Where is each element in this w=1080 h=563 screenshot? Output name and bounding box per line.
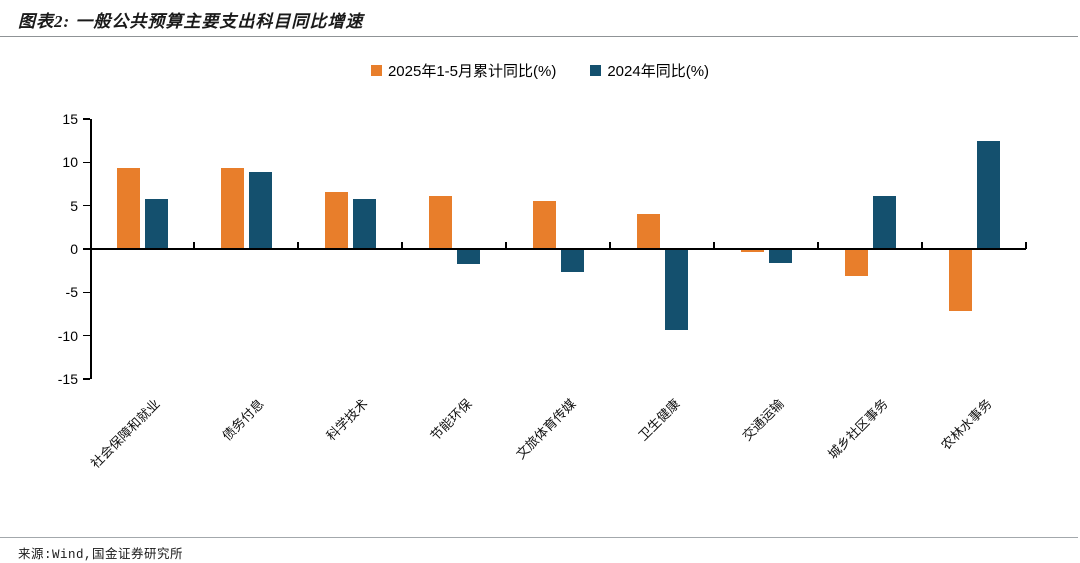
x-axis-tick	[817, 242, 819, 249]
x-axis-tick	[609, 242, 611, 249]
x-category-label: 社会保障和就业	[87, 396, 163, 472]
x-category-label: 卫生健康	[635, 396, 683, 444]
bar-series2-1	[249, 171, 272, 248]
y-axis-tick	[83, 118, 90, 120]
legend-item-2025: 2025年1-5月累计同比(%)	[370, 60, 557, 81]
bar-series1-1	[221, 168, 244, 248]
bar-series1-3	[429, 196, 452, 248]
x-category-label: 科学技术	[323, 396, 371, 444]
x-category-label: 城乡社区事务	[824, 396, 891, 462]
bar-series1-0	[117, 168, 140, 248]
bar-series1-2	[325, 191, 348, 248]
x-category-label: 节能环保	[427, 396, 475, 444]
x-category-label: 交通运输	[739, 396, 787, 444]
x-category-label: 债务付息	[219, 396, 267, 444]
bar-series1-5	[637, 214, 660, 248]
x-axis-line	[90, 248, 1026, 250]
bar-series1-6	[741, 250, 764, 252]
x-category-label: 文旅体育传媒	[512, 396, 579, 462]
y-axis-tick	[83, 334, 90, 337]
x-axis-tick	[1025, 242, 1027, 249]
legend-swatch-2025-icon	[370, 65, 382, 76]
y-axis-tick	[83, 204, 90, 207]
bar-series2-0	[145, 199, 168, 248]
footer-divider	[0, 537, 1078, 538]
legend-swatch-2024-icon	[590, 65, 602, 76]
x-category-label: 农林水事务	[938, 396, 995, 453]
y-tick-label: 15	[62, 111, 78, 127]
legend-item-2024: 2024年同比(%)	[590, 60, 709, 81]
y-axis-tick	[83, 378, 90, 380]
chart-legend: 2025年1-5月累计同比(%) 2024年同比(%)	[0, 60, 1080, 81]
y-tick-label: -10	[57, 327, 78, 344]
bar-series1-8	[949, 250, 972, 311]
x-axis-tick	[297, 242, 299, 249]
y-tick-label: 10	[62, 154, 78, 171]
bar-series1-4	[533, 201, 556, 248]
chart-title: 图表2: 一般公共预算主要支出科目同比增速	[18, 12, 364, 31]
y-axis-tick	[83, 161, 90, 164]
bar-series2-3	[457, 250, 480, 264]
legend-label-2025: 2025年1-5月累计同比(%)	[387, 63, 557, 80]
title-divider	[0, 36, 1078, 37]
x-axis-tick	[921, 242, 923, 249]
y-tick-label: 5	[70, 197, 78, 214]
bar-series1-7	[845, 250, 868, 276]
x-axis-tick	[193, 242, 195, 249]
y-tick-label: -15	[57, 371, 78, 387]
y-axis-tick	[83, 291, 90, 294]
y-tick-label: 0	[70, 241, 78, 257]
bar-series2-2	[353, 199, 376, 248]
source-note: 来源:Wind,国金证券研究所	[18, 548, 184, 562]
y-axis-tick	[83, 248, 90, 250]
bar-series2-7	[873, 196, 896, 248]
y-tick-label: -5	[65, 284, 78, 301]
x-axis-tick	[505, 242, 507, 249]
bar-series2-5	[665, 250, 688, 330]
x-axis-tick	[401, 242, 403, 249]
bar-series2-8	[977, 140, 1000, 248]
bar-series2-4	[561, 250, 584, 272]
x-axis-tick	[713, 242, 715, 249]
bar-series2-6	[769, 250, 792, 263]
legend-label-2024: 2024年同比(%)	[607, 63, 710, 80]
